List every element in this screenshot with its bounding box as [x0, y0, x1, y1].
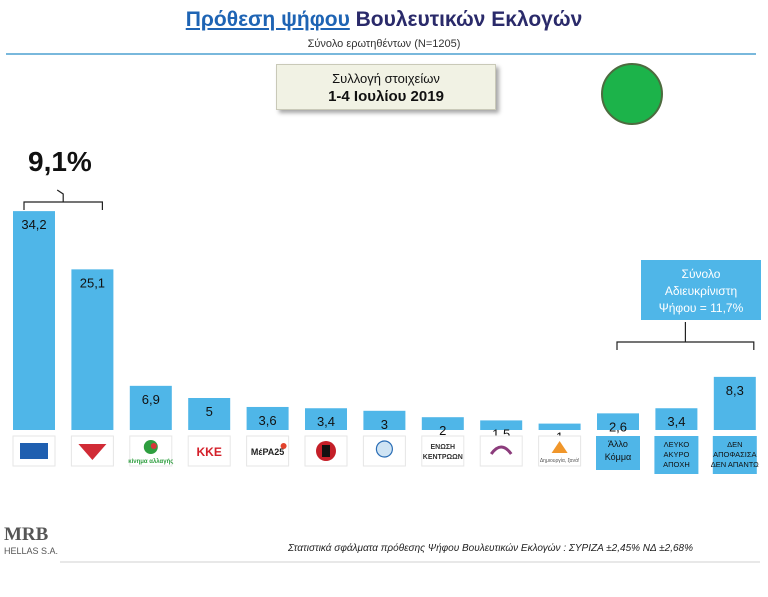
bar-9 — [480, 420, 523, 430]
bar-4 — [188, 398, 231, 430]
status-dot-icon — [601, 63, 663, 125]
kke-logo-icon — [187, 435, 231, 467]
undecided-bracket — [616, 341, 755, 350]
tick-label-box-12 — [654, 436, 699, 474]
kke-logo-text: ΚΚΕ — [197, 445, 222, 459]
bar-value-2: 25,1 — [80, 275, 105, 290]
tick-label-box-13 — [712, 436, 757, 474]
page-subtitle: Σύνολο ερωτηθέντων (Ν=1205) — [307, 38, 461, 50]
mera25-logo-icon — [246, 435, 290, 467]
bar-5 — [246, 406, 289, 430]
bar-value-11: 2,6 — [609, 419, 627, 434]
gap-bracket-tip — [56, 189, 64, 202]
bar-3 — [129, 385, 172, 430]
bar-6 — [305, 408, 347, 430]
bar-value-5: 3,6 — [259, 413, 277, 428]
kinal-logo-mark-dot — [150, 443, 157, 449]
tick-label-13-line-1: ΔΕΝ — [727, 440, 742, 449]
collection-label: Συλλογή στοιχείων — [332, 71, 440, 86]
bar-13 — [713, 376, 756, 430]
plefsi-logo-icon — [479, 435, 523, 467]
mera25-logo-text: ΜέΡΑ25 — [251, 447, 284, 457]
enosi-kentroon-logo-text-1: ΕΝΩΣΗ — [431, 444, 456, 451]
bar-value-12: 3,4 — [667, 414, 685, 429]
tick-label-box-11 — [596, 436, 640, 470]
bar-value-6: 3,4 — [317, 414, 335, 429]
undecided-line3: Ψήφου = 11,7% — [658, 301, 744, 315]
tick-label-12-line-3: ΑΠΟΧΗ — [663, 460, 690, 469]
elliniki-lysi-logo-mark — [375, 440, 393, 458]
bar-12 — [655, 408, 698, 430]
kinal-logo-text: κίνημα αλλαγής — [128, 459, 173, 465]
footer-note: Στατιστικά σφάλματα πρόθεσης Ψήφου Βουλε… — [288, 543, 693, 554]
nd-logo-mark — [20, 443, 48, 459]
bar-value-3: 6,9 — [142, 392, 160, 407]
dimiourgia-xana-logo-text: Δημιουργία, ξανά! — [540, 457, 580, 464]
bar-10 — [538, 423, 581, 430]
tick-label-13-line-3: ΔΕΝ ΑΠΑΝΤΩ — [711, 460, 759, 469]
tick-label-12-line-2: ΑΚΥΡΟ — [663, 450, 689, 459]
page-title: Πρόθεση ψήφου Βουλευτικών Εκλογών — [0, 8, 768, 32]
mrb-brand: MRB — [4, 524, 49, 545]
plefsi-logo-mark — [489, 445, 513, 455]
enosi-kentroon-logo-icon — [421, 435, 465, 467]
bar-8 — [421, 417, 464, 430]
gap-label: 9,1% — [28, 146, 92, 177]
undecided-line2: Αδιευκρίνιστη — [664, 284, 738, 298]
mrb-logo: MRB HELLAS S.A. — [4, 508, 59, 566]
bar-11 — [597, 413, 639, 430]
tick-label-11-line-1: Άλλο — [608, 439, 628, 449]
gap-bracket — [23, 201, 103, 210]
undecided-line1: Σύνολο — [681, 267, 721, 281]
tick-label-11-line-2: Κόμμα — [605, 452, 631, 462]
dimiourgia-xana-logo-mark — [551, 441, 568, 453]
collection-box: Συλλογή στοιχείων 1-4 Ιουλίου 2019 — [276, 64, 496, 110]
header-divider — [6, 53, 756, 55]
title-part2: Βουλευτικών Εκλογών — [355, 8, 583, 31]
tick-label-13-line-2: ΑΠΟΦΑΣΙΣΑ — [713, 450, 756, 459]
bar-value-8: 2 — [439, 423, 446, 438]
mera25-logo-mark — [280, 443, 287, 449]
golden-dawn-logo-inner — [322, 445, 330, 457]
bar-2 — [71, 269, 114, 430]
bar-value-1: 34,2 — [21, 217, 46, 232]
title-part1: Πρόθεση ψήφου — [185, 8, 350, 31]
bar-value-4: 5 — [206, 404, 213, 419]
collection-dates: 1-4 Ιουλίου 2019 — [328, 88, 444, 105]
bar-value-13: 8,3 — [726, 383, 744, 398]
bar-1 — [13, 211, 55, 430]
syriza-logo-mark — [78, 444, 107, 460]
tick-label-12-line-1: ΛΕΥΚΟ — [664, 440, 690, 449]
bar-7 — [363, 410, 406, 430]
enosi-kentroon-logo-text-2: ΚΕΝΤΡΩΩΝ — [423, 454, 463, 461]
undecided-box: Σύνολο Αδιευκρίνιστη Ψήφου = 11,7% — [641, 260, 761, 320]
mrb-brand-sub: HELLAS S.A. — [4, 546, 59, 556]
bar-value-7: 3 — [381, 417, 388, 432]
